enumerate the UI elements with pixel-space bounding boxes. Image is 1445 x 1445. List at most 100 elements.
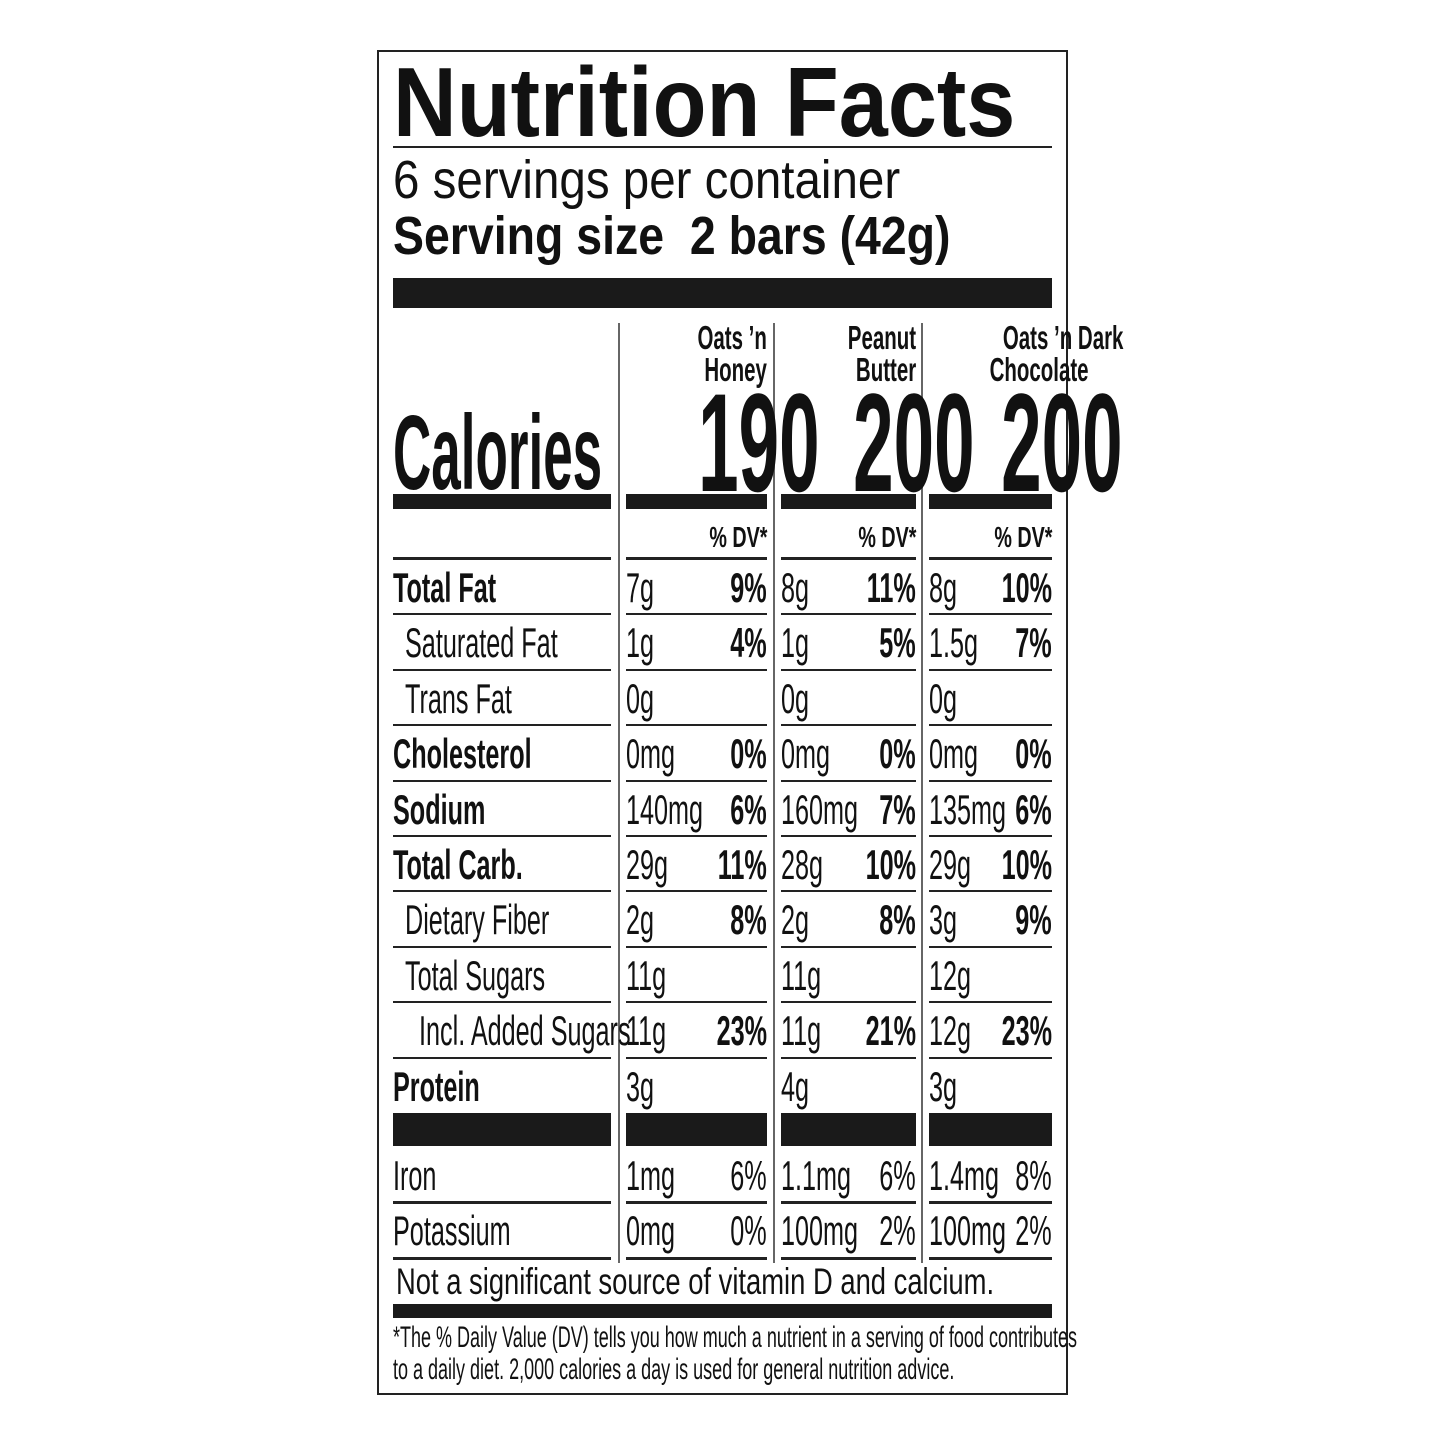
text: 8% bbox=[1015, 1152, 1052, 1199]
text: 11g bbox=[626, 951, 667, 999]
amount: 7g bbox=[626, 565, 673, 611]
amount: 12g bbox=[929, 952, 999, 999]
text: Saturated Fat bbox=[405, 619, 558, 667]
text: 0% bbox=[879, 730, 916, 778]
text: 4% bbox=[730, 619, 767, 667]
divider bbox=[929, 890, 1052, 892]
text: 1.1mg bbox=[781, 1152, 852, 1199]
nutrient-label: Saturated Fat bbox=[405, 620, 659, 666]
nutrition-facts-panel bbox=[377, 50, 1068, 1395]
text: Total Sugars bbox=[405, 951, 546, 999]
amount: 3g bbox=[929, 897, 976, 943]
divider bbox=[781, 890, 916, 892]
amount: 11g bbox=[781, 1008, 848, 1054]
divider bbox=[626, 669, 767, 671]
divider bbox=[393, 724, 611, 726]
text: % DV* bbox=[857, 522, 916, 554]
amount: 100mg bbox=[929, 1208, 1057, 1254]
percent-dv: 10% bbox=[929, 565, 1052, 611]
nutrient-label: Protein bbox=[393, 1063, 538, 1110]
nutrient-label: Sodium bbox=[393, 786, 547, 833]
percent-dv: 6% bbox=[626, 786, 767, 833]
amount: 1.5g bbox=[929, 620, 1011, 666]
divider bbox=[626, 613, 767, 615]
text: 3g bbox=[929, 1062, 958, 1110]
amount: 11g bbox=[781, 952, 848, 999]
text: Honey bbox=[704, 351, 767, 388]
amount: 0mg bbox=[626, 1208, 708, 1254]
divider bbox=[929, 613, 1052, 615]
text: 0% bbox=[1015, 730, 1052, 778]
amount: 29g bbox=[929, 842, 999, 888]
nutrient-label: Dietary Fiber bbox=[405, 897, 645, 943]
amount: 1.4mg bbox=[929, 1153, 1046, 1199]
text: 12g bbox=[929, 1007, 972, 1055]
percent-dv: 9% bbox=[929, 897, 1052, 943]
amount: 2g bbox=[781, 897, 828, 943]
percent-dv: 11% bbox=[781, 565, 916, 611]
dv-header: % DV* bbox=[781, 522, 916, 554]
percent-dv: 23% bbox=[626, 1008, 767, 1054]
text: Total Carb. bbox=[393, 841, 523, 888]
text: 7g bbox=[626, 564, 655, 611]
percent-dv: 5% bbox=[781, 620, 916, 666]
thick-divider bbox=[929, 494, 1052, 509]
amount: 3g bbox=[929, 1062, 976, 1110]
text: % DV* bbox=[708, 522, 767, 554]
text: Oats ’n bbox=[697, 319, 767, 356]
amount: 0g bbox=[781, 674, 828, 722]
divider bbox=[929, 1201, 1052, 1204]
text: 190 bbox=[698, 364, 820, 521]
divider bbox=[393, 1201, 611, 1204]
nutrient-label: Incl. Added Sugars bbox=[419, 1008, 772, 1054]
divider bbox=[781, 669, 916, 671]
text: 0mg bbox=[929, 730, 979, 778]
text: 1g bbox=[626, 619, 655, 667]
amount: 160mg bbox=[781, 786, 909, 833]
text: 0g bbox=[781, 674, 810, 722]
column-divider bbox=[618, 323, 620, 1263]
percent-dv: 0% bbox=[626, 1208, 767, 1254]
amount: 11g bbox=[626, 1008, 693, 1054]
thick-divider bbox=[393, 1113, 611, 1146]
divider bbox=[626, 1201, 767, 1204]
text: 8% bbox=[730, 896, 767, 944]
divider bbox=[626, 1257, 767, 1260]
nutrient-label: Iron bbox=[393, 1153, 465, 1199]
text: 0mg bbox=[626, 730, 676, 778]
percent-dv: 21% bbox=[781, 1008, 916, 1054]
product-name: Peanut Butter bbox=[781, 321, 916, 388]
divider bbox=[626, 1001, 767, 1003]
thick-divider bbox=[929, 1113, 1052, 1146]
divider bbox=[929, 835, 1052, 837]
nutrient-label: Cholesterol bbox=[393, 731, 624, 777]
amount: 0mg bbox=[929, 731, 1011, 777]
text: 0g bbox=[626, 674, 655, 722]
text: 2% bbox=[879, 1207, 916, 1255]
nutrient-label: Potassium bbox=[393, 1208, 589, 1254]
divider bbox=[393, 1057, 611, 1059]
percent-dv: 7% bbox=[929, 620, 1052, 666]
percent-dv: 0% bbox=[626, 731, 767, 777]
percent-dv: 10% bbox=[929, 842, 1052, 888]
text: 200 bbox=[853, 364, 975, 521]
text: 8g bbox=[781, 564, 810, 611]
text: 10% bbox=[865, 841, 916, 888]
text: 100mg bbox=[781, 1207, 859, 1255]
divider bbox=[781, 835, 916, 837]
amount: 140mg bbox=[626, 786, 754, 833]
text: 3g bbox=[929, 896, 958, 944]
text: 11g bbox=[626, 1007, 667, 1055]
percent-dv: 0% bbox=[781, 731, 916, 777]
text: Butter bbox=[855, 351, 916, 388]
amount: 2g bbox=[626, 897, 673, 943]
percent-dv: 10% bbox=[781, 842, 916, 888]
product-name: Oats ’n Honey bbox=[626, 319, 767, 388]
divider bbox=[626, 557, 767, 560]
amount: 0mg bbox=[626, 731, 708, 777]
percent-dv: 23% bbox=[929, 1008, 1052, 1054]
text: 2% bbox=[1015, 1207, 1052, 1255]
divider bbox=[781, 1001, 916, 1003]
thick-divider bbox=[393, 494, 611, 509]
text: 9% bbox=[1015, 896, 1052, 944]
